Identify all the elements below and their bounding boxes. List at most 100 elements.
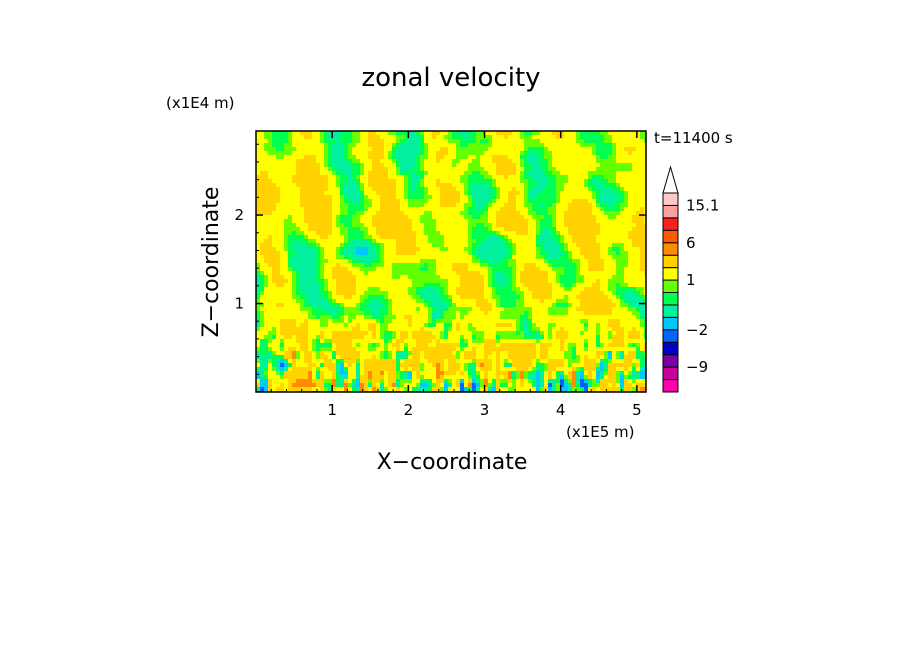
field-cell — [440, 283, 445, 288]
field-cell — [484, 227, 489, 232]
field-cell — [388, 151, 393, 156]
field-cell — [536, 211, 541, 216]
field-cell — [332, 219, 337, 224]
field-cell — [440, 235, 445, 240]
field-cell — [604, 151, 609, 156]
field-cell — [364, 311, 369, 316]
field-cell — [412, 279, 417, 284]
field-cell — [468, 263, 473, 268]
field-cell — [556, 275, 561, 280]
field-cell — [508, 135, 513, 140]
field-cell — [468, 203, 473, 208]
field-cell — [304, 295, 309, 300]
field-cell — [492, 211, 497, 216]
field-cell — [596, 163, 601, 168]
field-cell — [512, 139, 517, 144]
field-cell — [416, 255, 421, 260]
field-cell — [312, 323, 317, 328]
field-cell — [356, 279, 361, 284]
field-cell — [472, 279, 477, 284]
field-cell — [280, 259, 285, 264]
field-cell — [408, 211, 413, 216]
field-cell — [376, 331, 381, 336]
field-cell — [512, 323, 517, 328]
field-cell — [404, 303, 409, 308]
field-cell — [256, 203, 261, 208]
field-cell — [360, 139, 365, 144]
field-cell — [596, 187, 601, 192]
field-cell — [288, 263, 293, 268]
field-cell — [380, 211, 385, 216]
field-cell — [540, 255, 545, 260]
field-cell — [304, 327, 309, 332]
field-cell — [360, 291, 365, 296]
field-cell — [644, 135, 646, 140]
field-cell — [376, 251, 381, 256]
field-cell — [612, 271, 617, 276]
field-cell — [388, 287, 393, 292]
field-cell — [580, 171, 585, 176]
field-cell — [260, 159, 265, 164]
field-cell — [392, 171, 397, 176]
field-cell — [516, 299, 521, 304]
field-cell — [348, 279, 353, 284]
field-cell — [448, 135, 453, 140]
field-cell — [372, 263, 377, 268]
field-cell — [472, 135, 477, 140]
field-cell — [524, 307, 529, 312]
field-cell — [348, 263, 353, 268]
field-cell — [640, 183, 645, 188]
field-cell — [356, 203, 361, 208]
field-cell — [268, 219, 273, 224]
field-cell — [568, 323, 573, 328]
field-cell — [328, 283, 333, 288]
field-cell — [264, 231, 269, 236]
field-cell — [392, 299, 397, 304]
field-cell — [572, 307, 577, 312]
field-cell — [444, 199, 449, 204]
field-cell — [548, 311, 553, 316]
field-cell — [504, 219, 509, 224]
field-cell — [540, 247, 545, 252]
field-cell — [640, 259, 645, 264]
field-cell — [400, 143, 405, 148]
field-cell — [448, 307, 453, 312]
field-cell — [416, 259, 421, 264]
field-cell — [392, 191, 397, 196]
field-cell — [272, 191, 277, 196]
field-cell — [448, 255, 453, 260]
field-cell — [272, 331, 277, 336]
field-cell — [528, 327, 533, 332]
field-cell — [612, 311, 617, 316]
field-cell — [356, 187, 361, 192]
field-cell — [308, 267, 313, 272]
field-cell — [612, 303, 617, 308]
field-cell — [356, 319, 361, 324]
field-cell — [356, 303, 361, 308]
field-cell — [320, 263, 325, 268]
field-cell — [488, 239, 493, 244]
field-cell — [352, 223, 357, 228]
field-cell — [640, 219, 645, 224]
field-cell — [500, 131, 505, 136]
field-cell — [548, 247, 553, 252]
field-cell — [340, 315, 345, 320]
field-cell — [400, 319, 405, 324]
field-cell — [444, 155, 449, 160]
field-cell — [336, 307, 341, 312]
field-cell — [296, 303, 301, 308]
field-cell — [552, 323, 557, 328]
field-cell — [324, 143, 329, 148]
field-cell — [260, 331, 265, 336]
field-cell — [468, 243, 473, 248]
field-cell — [628, 187, 633, 192]
field-cell — [392, 255, 397, 260]
field-cell — [476, 299, 481, 304]
field-cell — [320, 279, 325, 284]
field-cell — [448, 299, 453, 304]
field-cell — [532, 331, 537, 336]
field-cell — [416, 223, 421, 228]
field-cell — [468, 331, 473, 336]
field-cell — [428, 199, 433, 204]
field-cell — [520, 323, 525, 328]
